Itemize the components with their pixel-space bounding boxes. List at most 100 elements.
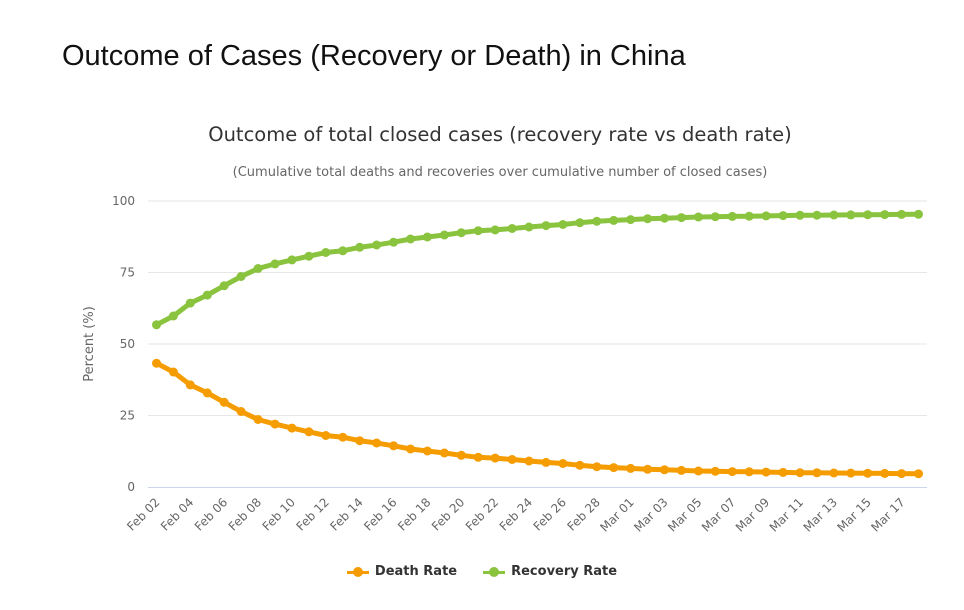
data-point-recovery-rate[interactable]	[643, 214, 653, 224]
data-point-death-rate[interactable]	[321, 431, 331, 440]
data-point-death-rate[interactable]	[626, 463, 636, 473]
data-point-death-rate[interactable]	[812, 468, 822, 478]
data-point-recovery-rate[interactable]	[880, 210, 890, 220]
data-point-death-rate[interactable]	[236, 407, 246, 416]
data-point-death-rate[interactable]	[490, 453, 500, 463]
data-point-recovery-rate[interactable]	[846, 210, 856, 220]
data-point-recovery-rate[interactable]	[778, 211, 788, 221]
data-point-death-rate[interactable]	[253, 415, 263, 424]
x-tick-label: Mar 15	[834, 495, 873, 534]
data-point-death-rate[interactable]	[778, 467, 788, 477]
data-point-recovery-rate[interactable]	[575, 218, 585, 228]
data-point-death-rate[interactable]	[372, 438, 382, 448]
data-point-death-rate[interactable]	[880, 468, 890, 478]
data-point-recovery-rate[interactable]	[152, 320, 161, 330]
data-point-death-rate[interactable]	[676, 465, 686, 475]
data-point-death-rate[interactable]	[185, 380, 195, 390]
data-point-recovery-rate[interactable]	[355, 242, 365, 252]
data-point-death-rate[interactable]	[829, 468, 839, 478]
data-point-recovery-rate[interactable]	[524, 222, 534, 232]
data-point-recovery-rate[interactable]	[389, 237, 399, 247]
data-point-death-rate[interactable]	[152, 358, 161, 368]
data-point-death-rate[interactable]	[270, 419, 280, 429]
data-point-recovery-rate[interactable]	[321, 248, 331, 257]
data-point-death-rate[interactable]	[558, 459, 568, 468]
data-point-recovery-rate[interactable]	[507, 224, 517, 233]
data-point-recovery-rate[interactable]	[236, 272, 246, 281]
data-point-death-rate[interactable]	[660, 465, 669, 475]
data-point-recovery-rate[interactable]	[592, 216, 602, 226]
data-point-death-rate[interactable]	[575, 460, 585, 470]
data-point-recovery-rate[interactable]	[541, 221, 551, 231]
data-point-death-rate[interactable]	[287, 423, 297, 433]
data-point-recovery-rate[interactable]	[490, 225, 500, 235]
data-point-death-rate[interactable]	[727, 467, 737, 477]
data-point-recovery-rate[interactable]	[456, 228, 466, 238]
data-point-recovery-rate[interactable]	[202, 290, 212, 300]
data-point-death-rate[interactable]	[541, 457, 551, 467]
data-point-recovery-rate[interactable]	[914, 209, 923, 219]
data-point-recovery-rate[interactable]	[897, 209, 907, 219]
legend-item-death-rate[interactable]: Death Rate	[346, 564, 457, 579]
data-point-death-rate[interactable]	[168, 367, 178, 377]
data-point-death-rate[interactable]	[406, 444, 415, 454]
data-point-recovery-rate[interactable]	[744, 211, 754, 221]
data-point-recovery-rate[interactable]	[439, 230, 449, 240]
data-point-death-rate[interactable]	[524, 456, 534, 466]
data-point-death-rate[interactable]	[897, 469, 907, 479]
data-point-recovery-rate[interactable]	[270, 259, 280, 269]
data-point-recovery-rate[interactable]	[795, 210, 805, 220]
data-point-recovery-rate[interactable]	[863, 210, 873, 220]
data-point-recovery-rate[interactable]	[676, 213, 686, 223]
data-point-recovery-rate[interactable]	[693, 212, 703, 222]
data-point-recovery-rate[interactable]	[422, 232, 432, 242]
data-point-recovery-rate[interactable]	[168, 311, 178, 321]
data-point-death-rate[interactable]	[355, 436, 365, 446]
data-point-recovery-rate[interactable]	[626, 215, 636, 225]
data-point-recovery-rate[interactable]	[185, 298, 195, 308]
data-point-death-rate[interactable]	[422, 446, 432, 456]
data-point-death-rate[interactable]	[456, 450, 466, 460]
data-point-recovery-rate[interactable]	[761, 211, 771, 221]
data-point-death-rate[interactable]	[473, 452, 483, 462]
legend-item-recovery-rate[interactable]: Recovery Rate	[483, 564, 617, 579]
data-point-recovery-rate[interactable]	[727, 211, 737, 221]
data-point-death-rate[interactable]	[795, 468, 805, 478]
data-point-death-rate[interactable]	[846, 468, 856, 478]
data-point-recovery-rate[interactable]	[304, 251, 314, 261]
data-point-death-rate[interactable]	[389, 441, 399, 451]
data-point-death-rate[interactable]	[439, 448, 449, 458]
x-tick-label: Feb 12	[294, 495, 332, 533]
data-point-death-rate[interactable]	[609, 463, 619, 473]
data-point-death-rate[interactable]	[643, 464, 653, 474]
data-point-recovery-rate[interactable]	[609, 215, 619, 225]
data-point-recovery-rate[interactable]	[558, 220, 568, 229]
data-point-recovery-rate[interactable]	[710, 212, 720, 222]
data-point-death-rate[interactable]	[202, 388, 212, 398]
data-point-recovery-rate[interactable]	[372, 240, 382, 250]
data-point-death-rate[interactable]	[744, 467, 754, 477]
data-point-death-rate[interactable]	[304, 427, 314, 437]
data-point-recovery-rate[interactable]	[219, 281, 229, 291]
data-point-recovery-rate[interactable]	[660, 213, 669, 223]
x-tick-label: Feb 14	[327, 495, 365, 533]
data-point-death-rate[interactable]	[219, 397, 229, 407]
data-point-death-rate[interactable]	[914, 469, 923, 479]
data-point-recovery-rate[interactable]	[253, 264, 263, 273]
data-point-death-rate[interactable]	[693, 466, 703, 476]
data-point-recovery-rate[interactable]	[287, 255, 297, 265]
data-point-recovery-rate[interactable]	[473, 226, 483, 236]
data-point-death-rate[interactable]	[507, 455, 517, 464]
series-line-recovery-rate	[154, 211, 921, 328]
data-point-death-rate[interactable]	[863, 468, 873, 478]
data-point-death-rate[interactable]	[710, 466, 720, 476]
data-point-recovery-rate[interactable]	[829, 210, 839, 220]
x-tick-label: Feb 02	[124, 495, 162, 533]
data-point-death-rate[interactable]	[338, 432, 348, 442]
data-point-recovery-rate[interactable]	[406, 234, 415, 244]
data-point-death-rate[interactable]	[592, 462, 602, 472]
data-point-recovery-rate[interactable]	[338, 246, 348, 256]
data-point-death-rate[interactable]	[761, 467, 771, 477]
data-point-recovery-rate[interactable]	[812, 210, 822, 220]
